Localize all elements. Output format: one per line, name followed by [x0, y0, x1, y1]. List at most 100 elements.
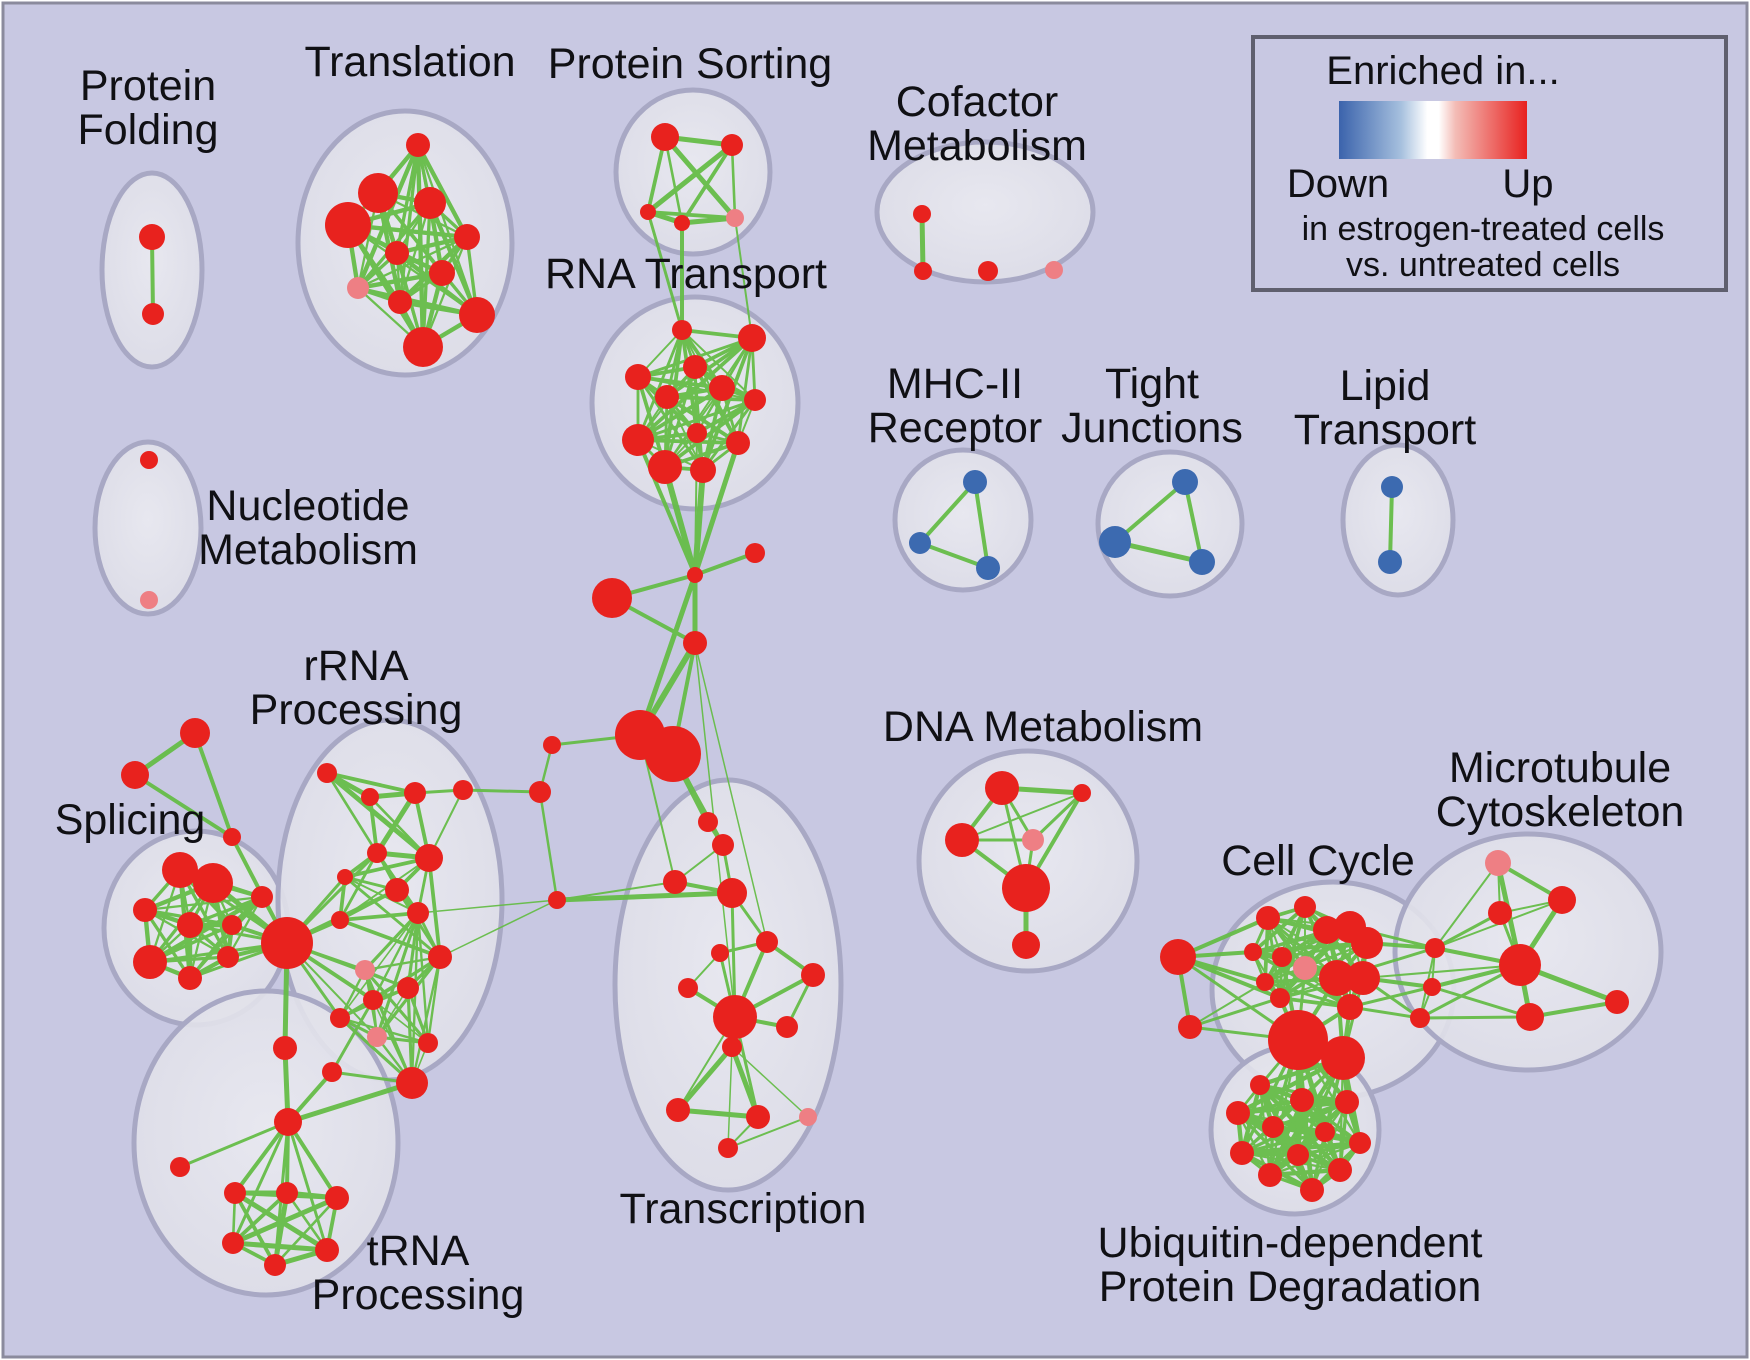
- node-t11: [403, 327, 443, 367]
- node-mh1: [963, 470, 987, 494]
- node-t9: [388, 290, 412, 314]
- node-sp5: [222, 915, 242, 935]
- node-h1: [224, 1182, 246, 1204]
- node-tr7: [711, 944, 729, 962]
- edge-cc13-cc10: [1189, 981, 1266, 1028]
- edge-ps3-rt1: [646, 210, 684, 332]
- node-cn2: [1423, 978, 1441, 996]
- edge-rt10-m2: [692, 440, 741, 578]
- node-tr14: [799, 1108, 817, 1126]
- node-cc8: [1319, 960, 1355, 996]
- node-h6: [264, 1254, 286, 1276]
- edge-thub-r14: [285, 1080, 415, 1125]
- edge-rt11-m2: [662, 464, 698, 578]
- node-u6: [1315, 1122, 1335, 1142]
- edge-lp1-lp2: [1388, 485, 1394, 564]
- node-nm1: [140, 451, 158, 469]
- node-ccL: [1160, 939, 1196, 975]
- legend-subtitle-line2: vs. untreated cells: [1346, 246, 1620, 284]
- node-mt2: [1488, 901, 1512, 925]
- node-mth: [1499, 944, 1541, 986]
- edge-tm1-r11: [330, 998, 375, 1074]
- node-pf1: [139, 224, 165, 250]
- edge-tr12-tr13: [675, 1107, 761, 1120]
- node-r12: [428, 945, 452, 969]
- edge-tr14-tr15: [727, 1116, 809, 1149]
- node-t1: [406, 133, 430, 157]
- node-u3: [1335, 1090, 1359, 1114]
- edge-sl2-tr5: [538, 790, 559, 902]
- node-cc6: [1244, 943, 1262, 961]
- cluster-label-nucleotide-metabolism: Metabolism: [198, 526, 418, 574]
- edge-tr5-tr4: [554, 890, 735, 903]
- node-tr11: [722, 1037, 742, 1057]
- node-t4: [325, 202, 371, 248]
- node-rt9: [622, 424, 654, 456]
- node-ps3: [640, 204, 656, 220]
- node-t10: [459, 297, 495, 333]
- edge-r8-r15: [339, 912, 419, 1019]
- cluster-dna-metabolism: [916, 748, 1140, 974]
- node-c2: [645, 726, 701, 782]
- node-tr15: [718, 1138, 738, 1158]
- edge-rt2-rt6: [665, 336, 754, 399]
- node-tj2: [1099, 526, 1131, 558]
- edge-m4-tr6: [694, 642, 768, 943]
- edge-cc10-cc12: [1263, 980, 1352, 1009]
- node-r14: [396, 1067, 428, 1099]
- node-cf4: [1045, 261, 1063, 279]
- cluster-label-protein-sorting: Protein Sorting: [548, 40, 832, 88]
- edge-ot2-ot3: [133, 773, 234, 839]
- node-trh: [713, 995, 757, 1039]
- node-mt1: [1548, 886, 1576, 914]
- node-ot2: [121, 761, 149, 789]
- node-d5: [1002, 864, 1050, 912]
- edge-m1-m2: [693, 551, 757, 577]
- edge-rt9-m2: [636, 438, 697, 577]
- node-tr3: [663, 870, 687, 894]
- node-rt2: [738, 324, 766, 352]
- node-pf2: [142, 303, 164, 325]
- node-mt4: [1516, 1003, 1544, 1031]
- node-cc1: [1256, 906, 1280, 930]
- edge-h2-h6: [272, 1190, 290, 1268]
- edge-rt1-rt9: [636, 328, 684, 442]
- edge-rt4-rt7: [637, 376, 756, 401]
- legend-down-label: Down: [1287, 162, 1389, 206]
- edge-rt7-rt11: [663, 398, 757, 469]
- node-rt3: [683, 355, 707, 379]
- node-t7: [429, 260, 455, 286]
- cluster-label-lipid-transport: Transport: [1294, 406, 1476, 454]
- edge-ps2-ps4: [680, 143, 734, 225]
- edge-h1-h6: [233, 1191, 277, 1267]
- edge-r10-r12: [363, 955, 442, 972]
- node-tr13: [746, 1105, 770, 1129]
- node-mh2: [909, 532, 931, 554]
- node-t2: [358, 173, 398, 213]
- edge-h2-h4: [231, 1191, 289, 1245]
- edge-sp3-sp8: [143, 908, 192, 980]
- node-sp2: [193, 863, 233, 903]
- node-cc9: [1346, 961, 1380, 995]
- node-cf1: [913, 205, 931, 223]
- edge-mh1-mh2: [918, 480, 977, 545]
- cluster-tight-junctions: [1095, 449, 1245, 599]
- node-sp1: [162, 852, 198, 888]
- node-rt6: [655, 385, 679, 409]
- node-rt10: [726, 431, 750, 455]
- legend-up-label: Up: [1502, 162, 1553, 206]
- edge-r12-r14: [410, 955, 442, 1085]
- node-nm2: [140, 591, 158, 609]
- edge-r1-r6: [324, 770, 432, 861]
- node-d2: [1073, 784, 1091, 802]
- edge-tr11-tr13: [729, 1044, 761, 1120]
- node-d1: [985, 771, 1019, 805]
- node-lp1: [1381, 476, 1403, 498]
- node-r6: [415, 844, 443, 872]
- node-hub: [261, 917, 313, 969]
- edge-thub-tiso: [178, 1120, 290, 1169]
- edge-tr11-tr12: [675, 1044, 735, 1113]
- node-m3: [592, 578, 632, 618]
